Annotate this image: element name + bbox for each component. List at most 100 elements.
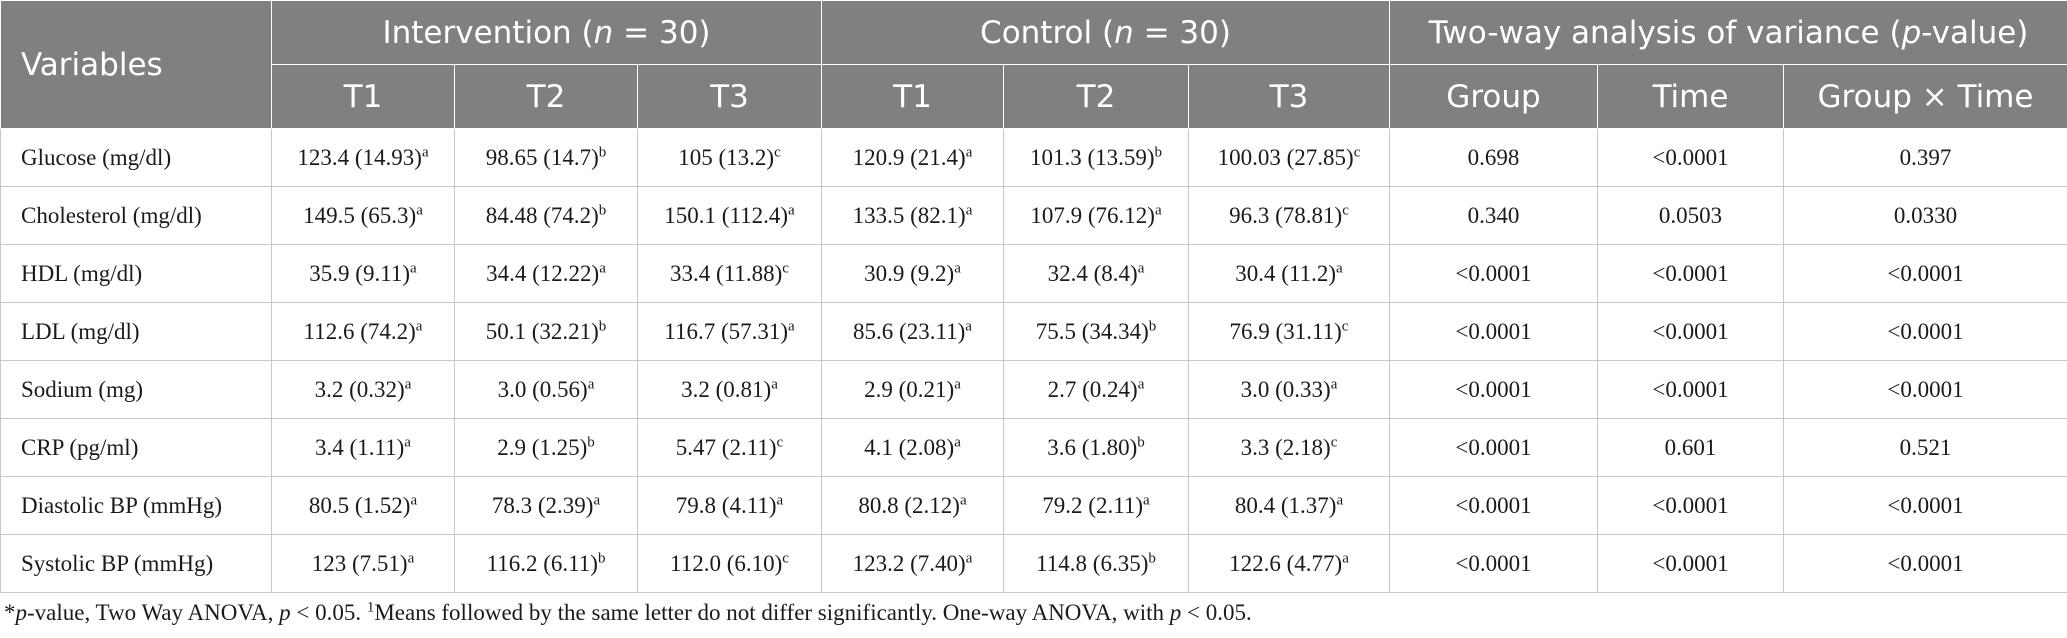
significance-letter: a <box>404 433 411 450</box>
significance-letter: b <box>1148 549 1156 566</box>
value-cell: 150.1 (112.4)a <box>637 186 822 245</box>
significance-letter: a <box>587 375 595 392</box>
value-cell: 112.0 (6.10)c <box>637 534 822 593</box>
value-text: 2.9 (1.25) <box>497 434 588 460</box>
significance-letter: a <box>1336 491 1344 508</box>
table-row: Sodium (mg) 3.2 (0.32)a 3.0 (0.56)a 3.2 (0.… <box>0 360 2067 419</box>
value-text: 30.4 (11.2) <box>1235 260 1337 286</box>
value-cell: 101.3 (13.59)b <box>1003 128 1189 187</box>
anova-pvalue-cell: 0.340 <box>1389 186 1598 245</box>
value-cell: 120.9 (21.4)a <box>821 128 1004 187</box>
significance-letter: a <box>965 143 973 160</box>
significance-letter: c <box>782 549 789 566</box>
header-subcol-row: T1 T2 T3 T1 T2 T3 Group Time Group × Tim… <box>1 64 2067 129</box>
significance-letter: a <box>593 491 601 508</box>
anova-pvalue-cell: <0.0001 <box>1597 244 1784 303</box>
value-cell: 3.2 (0.32)a <box>271 360 455 419</box>
significance-letter: b <box>597 549 606 566</box>
table-row: LDL (mg/dl) 112.6 (74.2)a 50.1 (32.21)b 116… <box>0 302 2067 361</box>
value-text: 112.6 (74.2) <box>303 318 416 344</box>
value-text: 116.2 (6.11) <box>486 550 598 576</box>
value-text: 3.3 (2.18) <box>1240 434 1331 460</box>
value-text: 35.9 (9.11) <box>309 260 411 286</box>
value-cell: 5.47 (2.11)c <box>637 418 822 477</box>
anova-pvalue-cell: <0.0001 <box>1597 476 1784 535</box>
value-text: 98.65 (14.7) <box>485 144 599 170</box>
variable-cell: Cholesterol (mg/dl) <box>0 186 272 245</box>
value-cell: 96.3 (78.81)c <box>1188 186 1390 245</box>
value-text: 3.0 (0.56) <box>497 376 588 402</box>
value-text: 149.5 (65.3) <box>303 202 417 228</box>
significance-letter: c <box>1342 201 1349 218</box>
subcol-header: T3 <box>1188 64 1390 129</box>
value-text: 100.03 (27.85) <box>1217 144 1354 170</box>
anova-pvalue-cell: <0.0001 <box>1389 418 1598 477</box>
anova-pvalue-cell: 0.397 <box>1782 128 2067 187</box>
value-cell: 75.5 (34.34)b <box>1003 302 1189 361</box>
anova-pvalue-cell: 0.698 <box>1389 128 1598 187</box>
value-cell: 116.2 (6.11)b <box>454 534 638 593</box>
significance-letter: c <box>774 143 781 160</box>
variable-cell: Systolic BP (mmHg) <box>0 534 272 593</box>
anova-pvalue-cell: 0.0503 <box>1597 186 1784 245</box>
variable-cell: Sodium (mg) <box>0 360 272 419</box>
value-text: 112.0 (6.10) <box>670 550 783 576</box>
table-row: Diastolic BP (mmHg) 80.5 (1.52)a 78.3 (2.3… <box>0 476 2067 535</box>
value-text: 133.5 (82.1) <box>852 202 966 228</box>
value-text: 123.2 (7.40) <box>852 550 966 576</box>
significance-letter: a <box>954 433 961 450</box>
value-cell: 105 (13.2)c <box>637 128 822 187</box>
value-cell: 3.3 (2.18)c <box>1188 418 1390 477</box>
value-cell: 34.4 (12.22)a <box>454 244 638 303</box>
anova-pvalue-cell: <0.0001 <box>1782 534 2067 593</box>
value-cell: 30.9 (9.2)a <box>821 244 1004 303</box>
value-text: 120.9 (21.4) <box>852 144 966 170</box>
significance-letter: b <box>1148 317 1157 334</box>
value-text: 33.4 (11.88) <box>670 260 783 286</box>
significance-letter: a <box>415 317 423 334</box>
significance-letter: c <box>782 259 789 276</box>
subcol-header: T1 <box>821 64 1004 129</box>
subcol-header: Time <box>1597 64 1784 129</box>
value-cell: 122.6 (4.77)a <box>1188 534 1390 593</box>
significance-letter: a <box>788 317 795 334</box>
value-text: 32.4 (8.4) <box>1047 260 1138 286</box>
intervention-group-header: Intervention (n = 30) <box>271 0 822 65</box>
value-cell: 80.8 (2.12)a <box>821 476 1004 535</box>
value-text: 123 (7.51) <box>311 550 408 576</box>
value-text: 123.4 (14.93) <box>297 144 422 170</box>
anova-pvalue-cell: <0.0001 <box>1782 244 2067 303</box>
significance-letter: b <box>598 143 607 160</box>
significance-letter: a <box>1342 549 1349 566</box>
variable-cell: Glucose (mg/dl) <box>0 128 272 187</box>
value-cell: 79.2 (2.11)a <box>1003 476 1189 535</box>
significance-letter: b <box>598 201 607 218</box>
value-cell: 114.8 (6.35)b <box>1003 534 1189 593</box>
variables-header: Variables <box>0 0 272 129</box>
value-cell: 123 (7.51)a <box>271 534 455 593</box>
value-text: 50.1 (32.21) <box>485 318 599 344</box>
value-cell: 80.5 (1.52)a <box>271 476 455 535</box>
significance-letter: a <box>1143 491 1150 508</box>
variable-cell: LDL (mg/dl) <box>0 302 272 361</box>
subcol-header: T2 <box>1003 64 1189 129</box>
value-text: 75.5 (34.34) <box>1035 318 1149 344</box>
table-footnote: *p-value, Two Way ANOVA, p < 0.05. 1Mean… <box>4 599 1252 625</box>
value-text: 79.8 (4.11) <box>675 492 777 518</box>
significance-letter: a <box>421 143 429 160</box>
value-text: 2.7 (0.24) <box>1047 376 1138 402</box>
subcol-header: T2 <box>454 64 638 129</box>
value-text: 34.4 (12.22) <box>486 260 600 286</box>
value-cell: 98.65 (14.7)b <box>454 128 638 187</box>
significance-letter: a <box>1330 375 1338 392</box>
anova-pvalue-cell: <0.0001 <box>1782 360 2067 419</box>
value-cell: 2.9 (1.25)b <box>454 418 638 477</box>
value-cell: 116.7 (57.31)a <box>637 302 822 361</box>
value-text: 3.0 (0.33) <box>1240 376 1331 402</box>
value-text: 3.4 (1.11) <box>315 434 405 460</box>
value-cell: 123.2 (7.40)a <box>821 534 1004 593</box>
significance-letter: a <box>954 259 961 276</box>
value-text: 79.2 (2.11) <box>1042 492 1144 518</box>
value-text: 3.2 (0.81) <box>681 376 772 402</box>
significance-letter: c <box>1330 433 1338 450</box>
